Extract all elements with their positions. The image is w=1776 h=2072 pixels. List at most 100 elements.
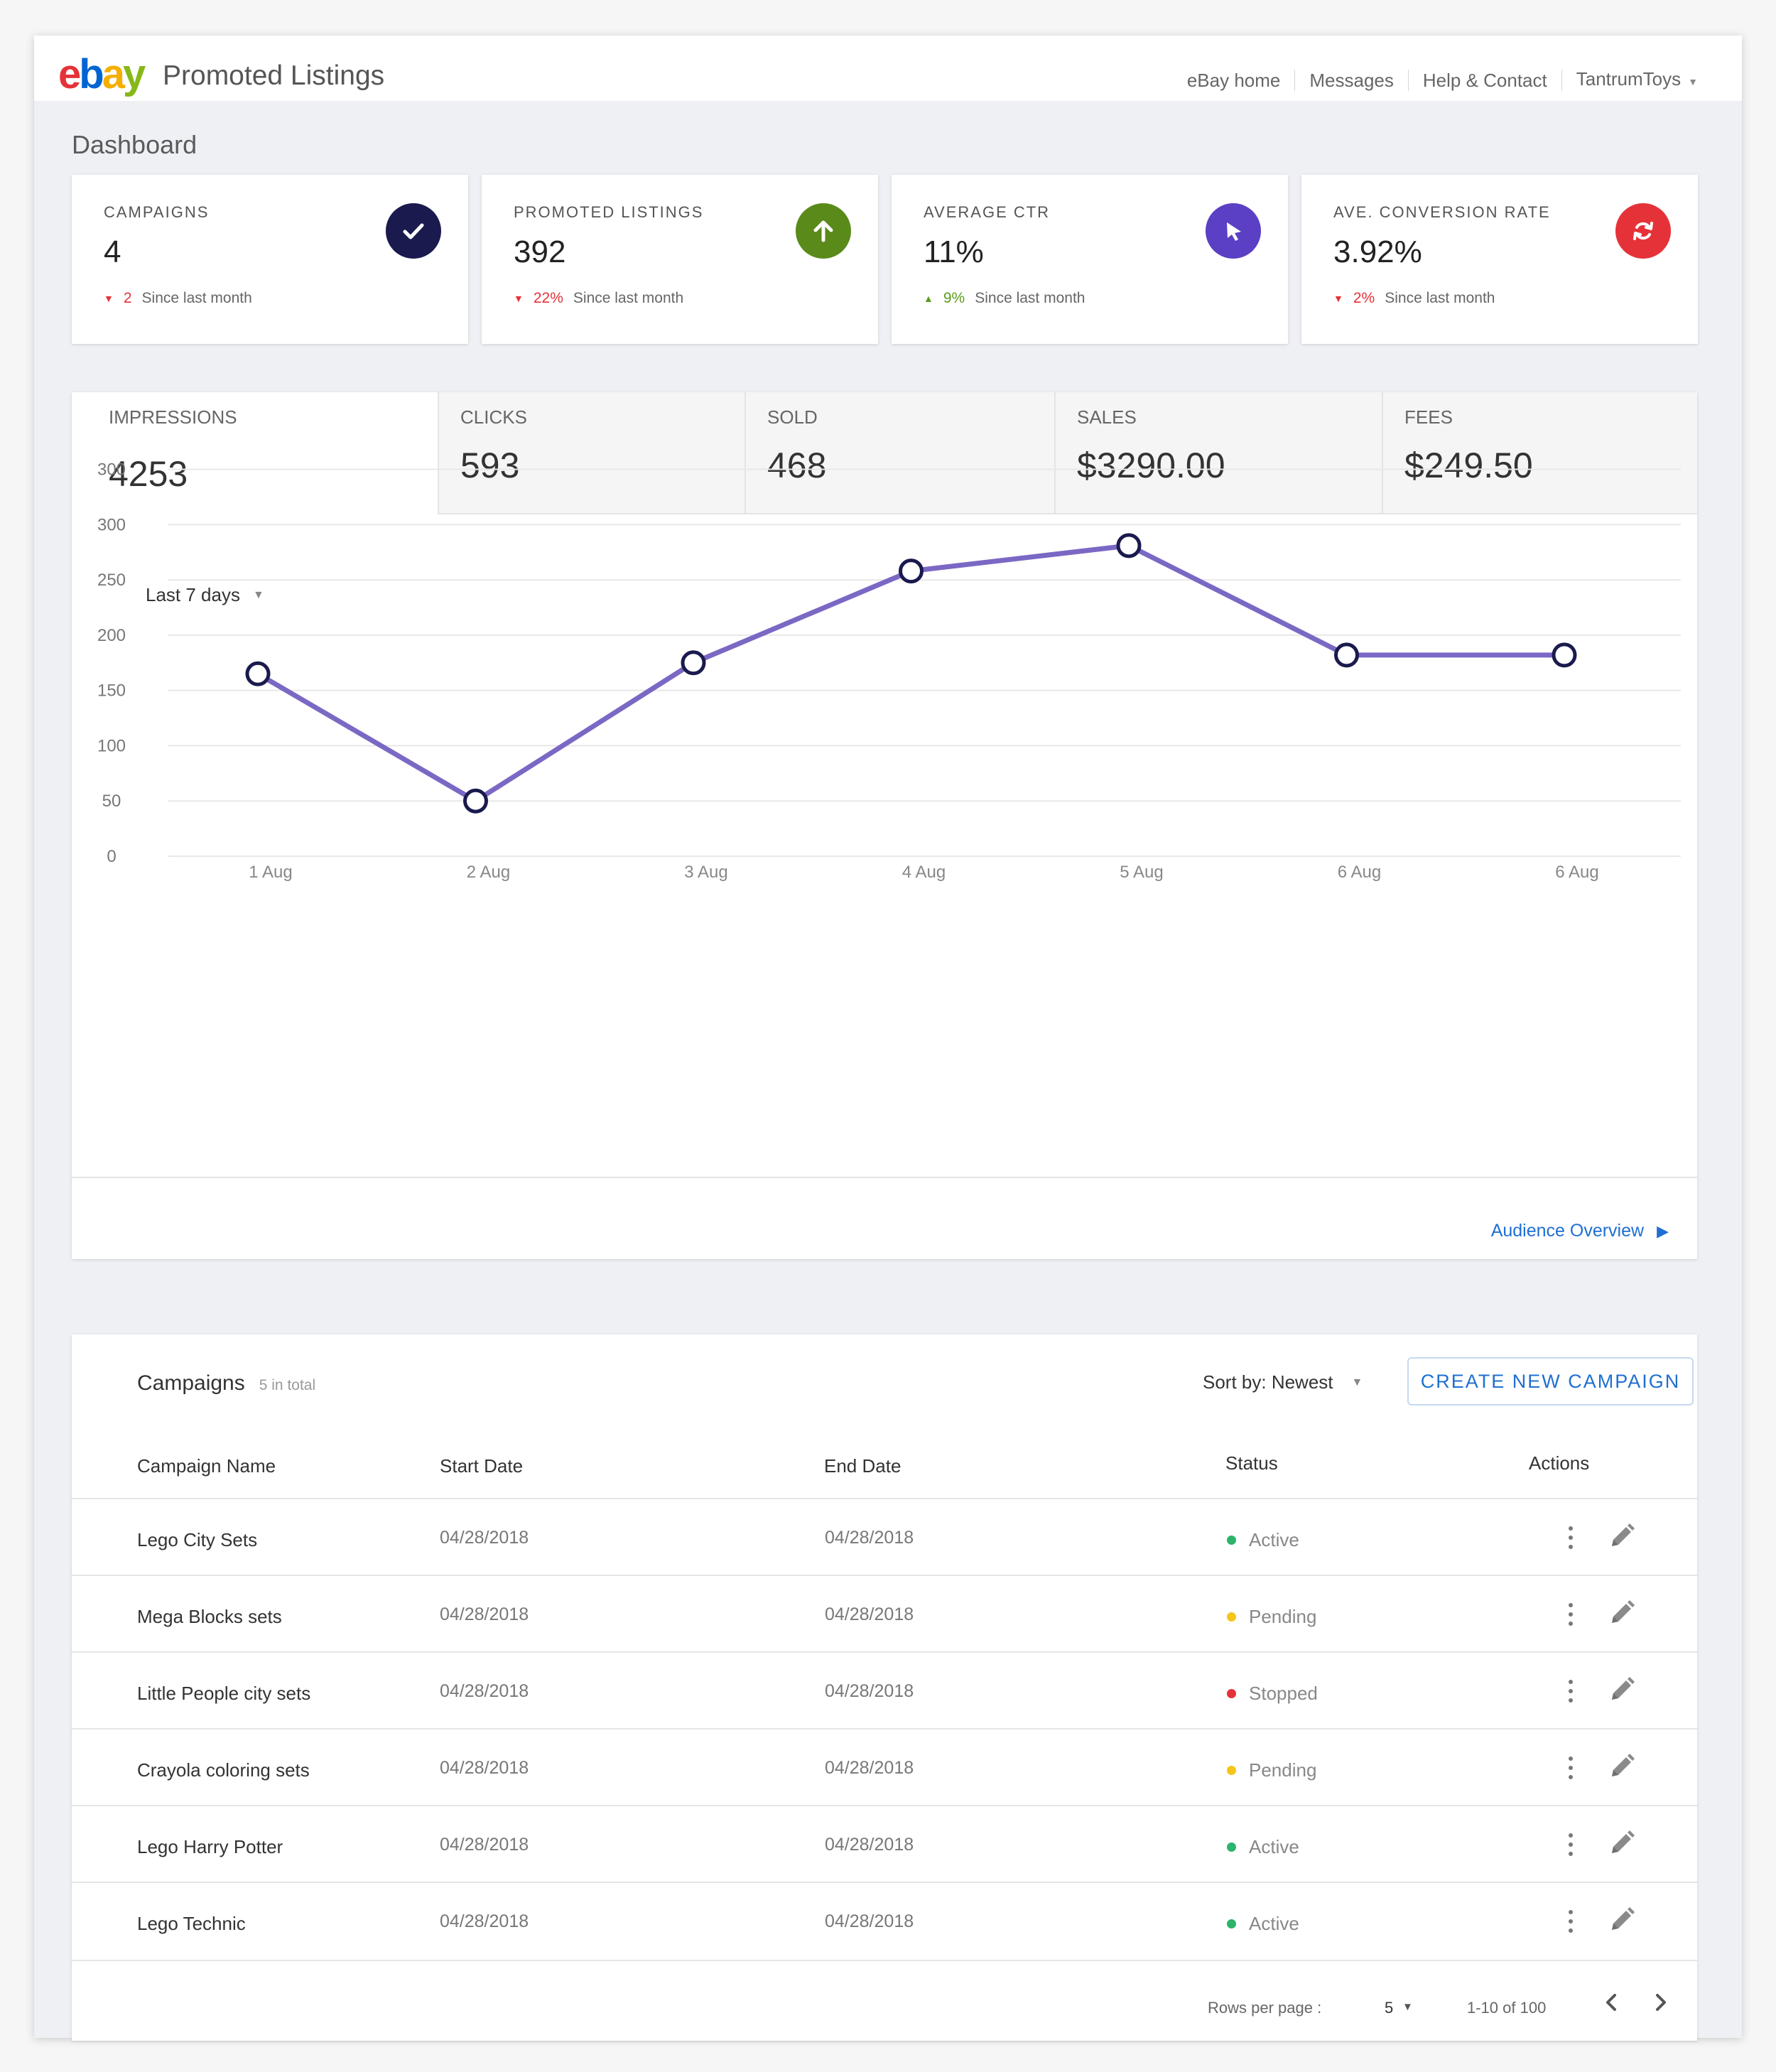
tab-label: FEES (1404, 406, 1453, 428)
stat-label: CAMPAIGNS (104, 203, 210, 221)
stat-card-campaigns: CAMPAIGNS 4 ▼ 2 Since last month (72, 175, 468, 344)
start-date: 04/28/2018 (440, 1528, 529, 1548)
tab-label: CLICKS (460, 406, 527, 428)
nav-messages[interactable]: Messages (1309, 70, 1394, 91)
x-tick-label: 1 Aug (249, 863, 292, 882)
start-date: 04/28/2018 (440, 1835, 529, 1855)
chevron-right-icon[interactable] (1650, 1988, 1672, 2020)
rows-per-page-select[interactable]: 5 (1385, 1999, 1394, 2017)
status-dot (1227, 1842, 1236, 1852)
table-row[interactable]: Lego Technic 04/28/2018 04/28/2018 Active (72, 1882, 1697, 1958)
campaigns-card: Campaigns 5 in total Sort by: Newest ▼ C… (72, 1334, 1697, 2041)
edit-pencil-icon[interactable] (1606, 1674, 1637, 1709)
create-campaign-button[interactable]: CREATE NEW CAMPAIGN (1407, 1357, 1694, 1405)
nav-account-menu[interactable]: TantrumToys ▼ (1576, 68, 1698, 92)
more-options-icon[interactable] (1564, 1754, 1578, 1782)
more-options-icon[interactable] (1564, 1600, 1578, 1629)
start-date: 04/28/2018 (440, 1758, 529, 1778)
ebay-logo[interactable]: ebay (58, 51, 146, 97)
table-row[interactable]: Lego City Sets 04/28/2018 04/28/2018 Active (72, 1498, 1697, 1575)
status-badge: Active (1227, 1529, 1299, 1551)
tab-sold[interactable]: SOLD 468 (744, 392, 1054, 514)
nav-help-contact[interactable]: Help & Contact (1422, 70, 1547, 91)
data-point (463, 788, 488, 814)
edit-pencil-icon[interactable] (1606, 1597, 1637, 1632)
table-row[interactable]: Mega Blocks sets 04/28/2018 04/28/2018 Pend… (72, 1575, 1697, 1651)
data-point (899, 559, 924, 584)
stat-card-average-ctr: AVERAGE CTR 11% ▲ 9% Since last month (892, 175, 1288, 344)
data-point (1334, 642, 1359, 668)
rows-per-page-label: Rows per page : (1208, 1999, 1322, 2017)
x-tick-label: 5 Aug (1120, 863, 1163, 882)
triangle-down-icon: ▼ (104, 293, 114, 304)
edit-pencil-icon[interactable] (1606, 1904, 1637, 1939)
nav-ebay-home[interactable]: eBay home (1186, 70, 1281, 91)
stat-value: 392 (514, 234, 566, 269)
nav-divider (1294, 70, 1296, 91)
x-tick-label: 6 Aug (1338, 863, 1381, 882)
x-tick-label: 3 Aug (684, 863, 727, 882)
stat-value: 3.92% (1333, 234, 1422, 269)
tab-value: $249.50 (1404, 446, 1533, 485)
app-title: Promoted Listings (163, 60, 385, 91)
column-header-end-date: End Date (824, 1455, 901, 1477)
status-dot (1227, 1919, 1236, 1928)
more-options-icon[interactable] (1564, 1677, 1578, 1705)
refresh-icon (1615, 203, 1671, 259)
column-header-actions: Actions (1529, 1452, 1590, 1474)
line-chart: 0 50 100 150 200 250 300 300 1 Aug 2 Aug 3 Aug 4 Au… (97, 460, 1681, 882)
metric-tabs: IMPRESSIONS 4253 CLICKS 593 SOLD 468 SAL… (72, 392, 1697, 514)
stat-card-conversion-rate: AVE. CONVERSION RATE 3.92% ▼ 2% Since last… (1301, 175, 1698, 344)
date-range-dropdown[interactable]: Last 7 days ▼ (146, 584, 264, 606)
campaign-name: Little People city sets (137, 1683, 311, 1704)
account-name: TantrumToys (1576, 68, 1682, 90)
x-tick-label: 4 Aug (902, 863, 946, 882)
y-tick-label: 250 (97, 571, 126, 590)
tab-label: SALES (1077, 406, 1137, 428)
caret-down-icon[interactable]: ▼ (1402, 2001, 1413, 2013)
edit-pencil-icon[interactable] (1606, 1521, 1637, 1555)
stat-value: 4 (104, 234, 121, 269)
campaigns-heading: Campaigns 5 in total (137, 1371, 315, 1396)
edit-pencil-icon[interactable] (1606, 1828, 1637, 1862)
tab-value: 468 (767, 446, 827, 485)
table-row[interactable]: Lego Harry Potter 04/28/2018 04/28/2018 Act… (72, 1805, 1697, 1882)
date-range-label: Last 7 days (146, 584, 240, 605)
nav-divider (1561, 70, 1562, 91)
table-row[interactable]: Little People city sets 04/28/2018 04/28/2… (72, 1651, 1697, 1728)
campaigns-count: 5 in total (259, 1377, 316, 1393)
more-options-icon[interactable] (1564, 1523, 1578, 1552)
triangle-down-icon: ▼ (514, 293, 524, 304)
campaign-name: Lego Harry Potter (137, 1836, 283, 1857)
tab-value: 593 (460, 446, 520, 485)
tab-sales[interactable]: SALES $3290.00 (1054, 392, 1382, 514)
sort-label: Sort by: Newest (1203, 1371, 1333, 1393)
more-options-icon[interactable] (1564, 1830, 1578, 1859)
status-dot (1227, 1612, 1236, 1622)
sort-dropdown[interactable]: Sort by: Newest ▼ (1203, 1371, 1363, 1393)
data-point (681, 650, 706, 676)
stat-label: AVERAGE CTR (924, 203, 1051, 221)
chevron-left-icon[interactable] (1601, 1988, 1622, 2020)
divider (72, 1177, 1697, 1178)
stat-delta: ▲ 9% Since last month (924, 290, 1085, 306)
tab-value: 4253 (109, 454, 188, 494)
stat-delta: ▼ 2 Since last month (104, 290, 252, 306)
page-title: Dashboard (72, 130, 197, 159)
tab-value: $3290.00 (1077, 446, 1225, 485)
audience-overview-link[interactable]: Audience Overview ▶ (1491, 1221, 1669, 1241)
more-options-icon[interactable] (1564, 1907, 1578, 1936)
tab-clicks[interactable]: CLICKS 593 (438, 392, 744, 514)
end-date: 04/28/2018 (825, 1528, 914, 1548)
series-line (256, 543, 1564, 804)
campaign-name: Lego Technic (137, 1913, 246, 1934)
tab-impressions[interactable]: IMPRESSIONS 4253 (72, 392, 438, 514)
stat-delta: ▼ 22% Since last month (514, 290, 684, 306)
table-row[interactable]: Crayola coloring sets 04/28/2018 04/28/201… (72, 1728, 1697, 1805)
end-date: 04/28/2018 (825, 1835, 914, 1855)
edit-pencil-icon[interactable] (1606, 1751, 1637, 1786)
tab-fees[interactable]: FEES $249.50 (1382, 392, 1697, 514)
start-date: 04/28/2018 (440, 1911, 529, 1931)
cursor-icon (1206, 203, 1261, 259)
campaigns-title: Campaigns (137, 1371, 245, 1395)
